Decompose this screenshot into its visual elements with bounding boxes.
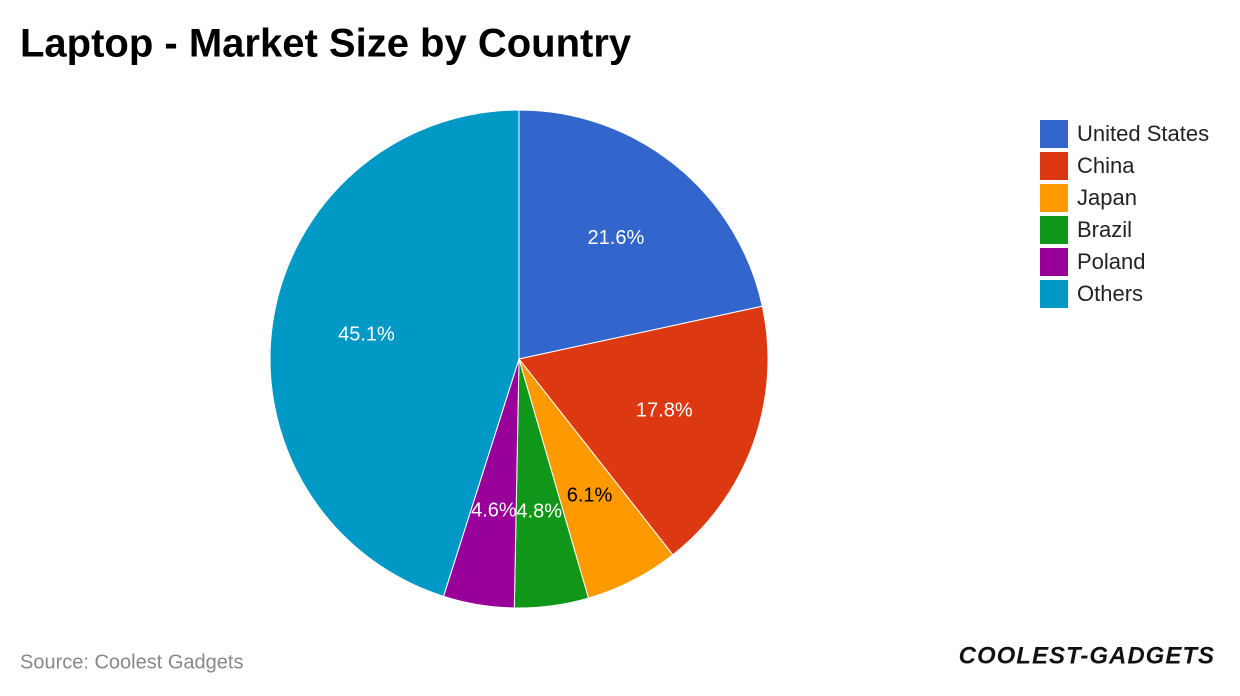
slice-label: 45.1%: [338, 324, 395, 346]
legend-swatch: [1040, 248, 1068, 276]
slice-label: 17.8%: [636, 400, 693, 422]
slice-label: 21.6%: [588, 227, 645, 249]
logo: COOLEST-GADGETS: [959, 642, 1215, 669]
slice-label: 4.8%: [517, 500, 563, 522]
legend-swatch: [1040, 280, 1068, 308]
pie-slice: [269, 109, 520, 597]
legend-swatch: [1040, 184, 1068, 212]
slice-label: 4.6%: [471, 500, 517, 522]
legend-swatch: [1040, 152, 1068, 180]
pie-slice: [518, 305, 769, 556]
legend-swatch: [1040, 120, 1068, 148]
chart-title: Laptop - Market Size by Country: [20, 22, 632, 66]
source: Source: Coolest Gadgets: [20, 651, 243, 673]
slice-label: 6.1%: [567, 485, 613, 507]
legend-label: China: [1077, 153, 1135, 178]
legend-label: United States: [1077, 121, 1209, 146]
pie-slice: [518, 109, 763, 360]
legend-label: Others: [1077, 281, 1143, 306]
legend-swatch: [1040, 216, 1068, 244]
legend-label: Brazil: [1077, 217, 1132, 242]
legend-label: Poland: [1077, 249, 1146, 274]
legend-label: Japan: [1077, 185, 1137, 210]
